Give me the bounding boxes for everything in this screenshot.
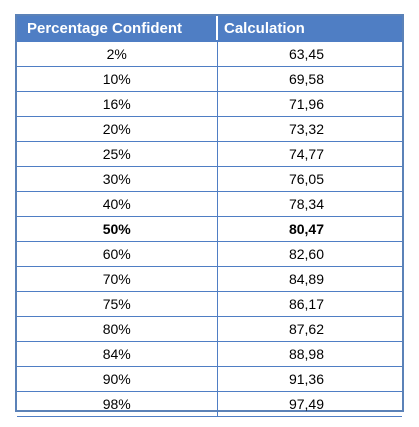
calculation-cell: 76,05 — [217, 166, 402, 192]
calculation-cell: 84,89 — [217, 266, 402, 292]
calculation-cell: 78,34 — [217, 191, 402, 217]
percentage-cell: 75% — [17, 291, 218, 317]
table-row: 10% 69,58 — [17, 66, 402, 92]
percentage-cell: 84% — [17, 341, 218, 367]
table-row: 2% 63,45 — [17, 40, 402, 67]
table-row: 60% 82,60 — [17, 241, 402, 267]
table-body: 2% 63,45 10% 69,58 16% 71,96 20% 73,32 25% 74,77 3… — [17, 40, 402, 417]
table-row: 98% 97,49 — [17, 391, 402, 417]
header-calculation: Calculation — [217, 16, 402, 42]
percentage-cell: 16% — [17, 91, 218, 117]
table-row: 75% 86,17 — [17, 291, 402, 317]
table-row: 70% 84,89 — [17, 266, 402, 292]
percentage-cell: 90% — [17, 366, 218, 392]
calculation-cell: 63,45 — [217, 40, 402, 67]
table-row: 16% 71,96 — [17, 91, 402, 117]
percentage-cell: 80% — [17, 316, 218, 342]
calculation-cell: 71,96 — [217, 91, 402, 117]
confidence-table: Percentage Confident Calculation 2% 63,45… — [15, 14, 404, 417]
table-row: 90% 91,36 — [17, 366, 402, 392]
percentage-cell: 20% — [17, 116, 218, 142]
percentage-cell: 10% — [17, 66, 218, 92]
table-row: 80% 87,62 — [17, 316, 402, 342]
header-percentage-confident: Percentage Confident — [17, 16, 218, 42]
table-row: 84% 88,98 — [17, 341, 402, 367]
percentage-cell: 70% — [17, 266, 218, 292]
calculation-cell: 80,47 — [217, 216, 402, 242]
percentage-cell: 2% — [17, 40, 218, 67]
percentage-cell: 40% — [17, 191, 218, 217]
confidence-table-grid: Percentage Confident Calculation 2% 63,45… — [17, 16, 402, 417]
calculation-cell: 87,62 — [217, 316, 402, 342]
percentage-cell: 30% — [17, 166, 218, 192]
table-row: 30% 76,05 — [17, 166, 402, 192]
percentage-cell: 60% — [17, 241, 218, 267]
calculation-cell: 74,77 — [217, 141, 402, 167]
table-row: 25% 74,77 — [17, 141, 402, 167]
percentage-cell: 25% — [17, 141, 218, 167]
calculation-cell: 86,17 — [217, 291, 402, 317]
calculation-cell: 69,58 — [217, 66, 402, 92]
calculation-cell: 82,60 — [217, 241, 402, 267]
table-header-row: Percentage Confident Calculation — [17, 16, 402, 42]
percentage-cell: 50% — [17, 216, 218, 242]
calculation-cell: 73,32 — [217, 116, 402, 142]
percentage-cell: 98% — [17, 391, 218, 417]
calculation-cell: 91,36 — [217, 366, 402, 392]
calculation-cell: 97,49 — [217, 391, 402, 417]
calculation-cell: 88,98 — [217, 341, 402, 367]
table-row: 20% 73,32 — [17, 116, 402, 142]
table-row: 50% 80,47 — [17, 216, 402, 242]
table-row: 40% 78,34 — [17, 191, 402, 217]
